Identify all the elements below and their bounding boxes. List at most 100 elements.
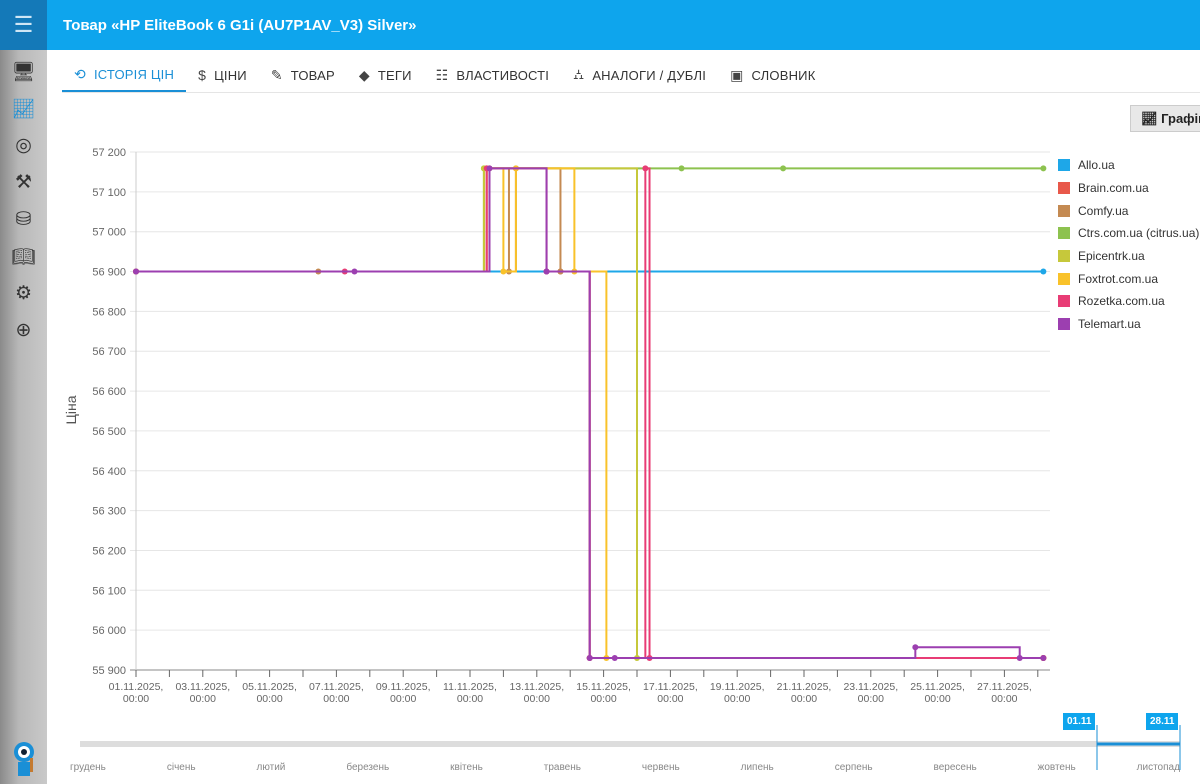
y-tick-label: 56 800 <box>92 306 126 318</box>
target-icon[interactable]: ◎ <box>15 135 32 156</box>
legend-swatch <box>1058 227 1070 240</box>
gear-icon[interactable]: ⚙ <box>14 283 33 304</box>
price-history-chart: 57 200 57 100 57 000 56 900 56 800 56 700 56 6… <box>63 147 1050 705</box>
book-icon[interactable]: 📖︎ <box>11 246 36 268</box>
y-tick-label: 57 100 <box>92 187 126 199</box>
data-point[interactable] <box>351 268 358 275</box>
x-tick-label: 15.11.2025, 00:00 <box>576 681 631 705</box>
y-tick-label: 55 900 <box>92 665 126 677</box>
navigator-month: грудень <box>70 762 106 773</box>
tab-4[interactable]: ☷ ВЛАСТИВОСТІ <box>435 66 550 83</box>
y-tick-label: 56 300 <box>92 506 126 518</box>
range-end-label: 28.11 <box>1146 713 1179 730</box>
legend-item[interactable]: Allo.ua <box>1058 154 1199 177</box>
x-tick-label: 19.11.2025, 00:00 <box>710 681 765 705</box>
sitemap-icon: ⛼ <box>573 65 585 82</box>
data-point[interactable] <box>1016 655 1023 662</box>
y-axis-label: Ціна <box>63 395 79 424</box>
data-point[interactable] <box>1040 165 1047 172</box>
x-tick-label: 27.11.2025, 00:00 <box>977 681 1032 705</box>
tab-1[interactable]: $ ЦІНИ <box>198 67 247 83</box>
sliders-icon: ☷ <box>435 66 449 83</box>
y-tick-label: 56 200 <box>92 545 126 557</box>
y-tick-label: 56 600 <box>92 386 126 398</box>
legend-swatch <box>1058 318 1070 331</box>
legend-swatch <box>1058 250 1070 263</box>
data-point[interactable] <box>780 165 787 172</box>
series-line <box>136 167 1044 660</box>
legend-swatch <box>1058 272 1070 285</box>
chart-icon[interactable]: 📈︎ <box>11 98 36 120</box>
range-navigator[interactable] <box>0 700 1200 770</box>
range-start-label: 01.11 <box>1063 713 1096 730</box>
data-point[interactable] <box>1040 268 1047 275</box>
pencil-icon: ✎ <box>270 66 283 83</box>
y-tick-label: 56 500 <box>92 426 126 438</box>
tab-bar: ⟲ ІСТОРІЯ ЦІН $ ЦІНИ ✎ ТОВАР ◆ ТЕГИ ☷ ВЛАСТИВОСТІ… <box>62 58 1200 93</box>
navigator-month: липень <box>740 762 774 773</box>
tab-3[interactable]: ◆ ТЕГИ <box>358 66 412 83</box>
data-point[interactable] <box>678 165 685 172</box>
x-tick-label: 09.11.2025, 00:00 <box>376 681 431 705</box>
legend-item[interactable]: Comfy.ua <box>1058 199 1199 222</box>
navigator-months: грудень січень лютий березень квітень травень… <box>70 762 1180 773</box>
data-point[interactable] <box>133 268 139 275</box>
x-tick-label: 13.11.2025, 00:00 <box>509 681 564 705</box>
tab-0[interactable]: ⟲ ІСТОРІЯ ЦІН <box>62 58 187 92</box>
x-tick-label: 25.11.2025, 00:00 <box>910 681 965 705</box>
legend-item[interactable]: Telemart.ua <box>1058 313 1199 336</box>
x-tick-label: 21.11.2025, 00:00 <box>777 681 832 705</box>
data-point[interactable] <box>486 165 493 172</box>
data-point[interactable] <box>611 655 618 662</box>
x-tick-label: 11.11.2025, 00:00 <box>443 681 497 705</box>
x-tick-label: 17.11.2025, 00:00 <box>643 681 698 705</box>
navigator-month: вересень <box>933 762 977 773</box>
x-tick-label: 07.11.2025, 00:00 <box>309 681 364 705</box>
legend-item[interactable]: Foxtrot.com.ua <box>1058 267 1199 290</box>
tab-6[interactable]: ▣ СЛОВНИК <box>730 66 816 83</box>
graph-button[interactable]: 📈︎ Графік <box>1130 105 1200 132</box>
x-tick-label: 03.11.2025, 00:00 <box>175 681 230 705</box>
database-icon[interactable]: ⛁ <box>15 209 32 230</box>
data-point[interactable] <box>1040 655 1047 662</box>
mascot-logo <box>14 742 34 776</box>
x-tick-label: 05.11.2025, 00:00 <box>242 681 297 705</box>
legend-item[interactable]: Epicentrk.ua <box>1058 245 1199 268</box>
tab-2[interactable]: ✎ ТОВАР <box>270 66 335 83</box>
legend-swatch <box>1058 182 1070 195</box>
navigator-month: лютий <box>256 762 286 773</box>
tab-5[interactable]: ⛼ АНАЛОГИ / ДУБЛІ <box>573 65 707 83</box>
data-point[interactable] <box>543 268 550 275</box>
navigator-month: травень <box>543 762 581 773</box>
data-point[interactable] <box>500 268 507 275</box>
x-tick-label: 23.11.2025, 00:00 <box>843 681 898 705</box>
navigator-month: квітень <box>450 762 483 773</box>
legend-item[interactable]: Rozetka.com.ua <box>1058 290 1199 313</box>
crane-icon[interactable]: ⚒ <box>14 172 33 193</box>
legend-item[interactable]: Brain.com.ua <box>1058 177 1199 200</box>
navigator-month: жовтень <box>1037 762 1076 773</box>
y-tick-label: 56 100 <box>92 585 126 597</box>
dollar-icon: $ <box>198 67 207 83</box>
hamburger-menu-icon[interactable]: ☰ <box>0 0 47 50</box>
legend-swatch <box>1058 159 1070 172</box>
lifebuoy-icon[interactable]: ⊕ <box>15 320 32 341</box>
y-tick-label: 57 000 <box>92 227 126 239</box>
legend-swatch <box>1058 295 1070 308</box>
data-point[interactable] <box>586 655 593 662</box>
navigator-month: червень <box>641 762 680 773</box>
navigator-month: листопад <box>1136 762 1180 773</box>
monitor-icon[interactable]: 🖥︎ <box>11 61 36 83</box>
data-point[interactable] <box>912 644 919 651</box>
navigator-month: березень <box>346 762 390 773</box>
legend-item[interactable]: Ctrs.com.ua (citrus.ua) <box>1058 222 1199 245</box>
dictionary-icon: ▣ <box>730 66 744 83</box>
data-point[interactable] <box>642 165 649 172</box>
history-icon: ⟲ <box>74 65 86 82</box>
tag-icon: ◆ <box>358 66 370 83</box>
chart-legend: Allo.ua Brain.com.ua Comfy.ua Ctrs.com.ua (… <box>1058 154 1199 336</box>
x-tick-label: 01.11.2025, 00:00 <box>109 681 164 705</box>
y-tick-label: 56 900 <box>92 267 126 279</box>
y-tick-label: 56 000 <box>92 625 126 637</box>
y-tick-label: 56 700 <box>92 346 126 358</box>
